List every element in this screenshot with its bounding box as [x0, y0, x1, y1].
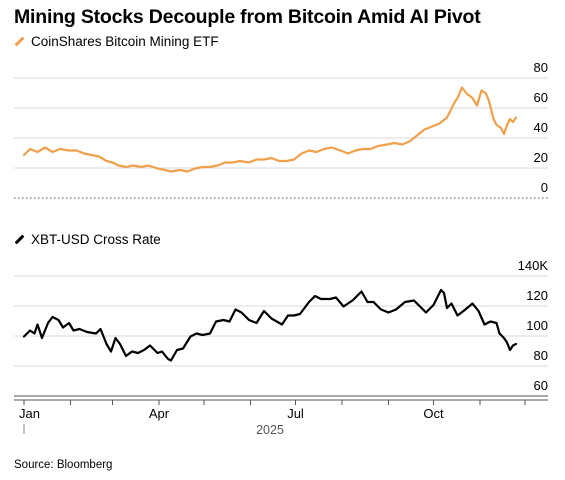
- y-tick-label-1-0: 140K: [518, 258, 549, 273]
- x-tick-label-3: Oct: [423, 406, 444, 421]
- chart-title: Mining Stocks Decouple from Bitcoin Amid…: [14, 6, 481, 28]
- y-tick-label-0-0: 80: [534, 60, 548, 75]
- legend-etf-label: CoinShares Bitcoin Mining ETF: [31, 34, 219, 49]
- x-tick-label-2: Jul: [287, 406, 304, 421]
- y-tick-label-0-3: 20: [534, 150, 548, 165]
- year-label: 2025: [256, 423, 284, 437]
- y-tick-label-0-4: 0: [541, 180, 548, 195]
- y-tick-label-0-2: 40: [534, 120, 548, 135]
- y-tick-label-1-2: 100: [526, 318, 548, 333]
- y-tick-label-1-1: 120: [526, 288, 548, 303]
- y-tick-label-1-3: 80: [534, 348, 548, 363]
- x-tick-label-0: Jan: [19, 406, 40, 421]
- legend-btc: XBT-USD Cross Rate: [14, 232, 161, 247]
- x-tick-label-1: Apr: [149, 406, 170, 421]
- y-tick-label-1-4: 60: [534, 378, 548, 393]
- series-line-0: [22, 86, 518, 173]
- legend-etf: CoinShares Bitcoin Mining ETF: [14, 34, 219, 49]
- legend-btc-label: XBT-USD Cross Rate: [31, 232, 161, 247]
- source-note: Source: Bloomberg: [14, 459, 113, 471]
- series-line-1: [22, 288, 518, 362]
- y-tick-label-0-1: 60: [534, 90, 548, 105]
